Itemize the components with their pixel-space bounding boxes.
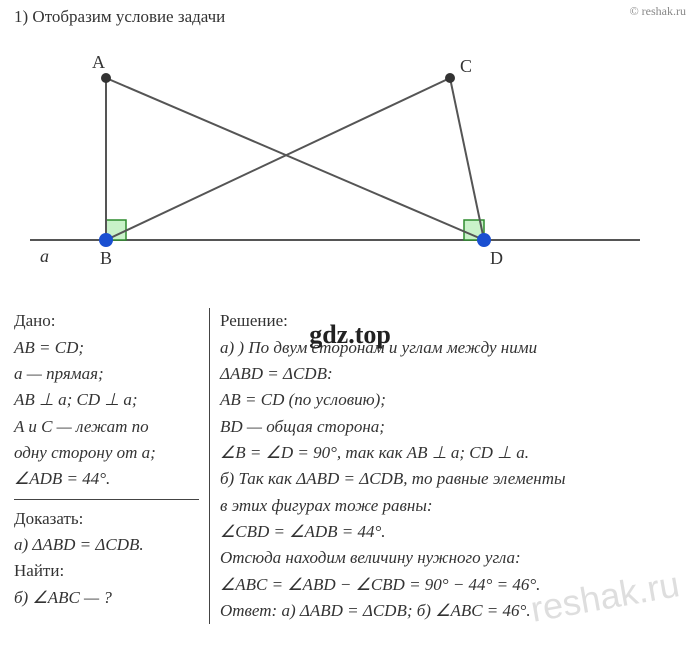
svg-text:B: B [100, 248, 112, 268]
svg-text:D: D [490, 248, 503, 268]
given-line: одну сторону от a; [14, 440, 199, 466]
given-line: ∠ADB = 44°. [14, 466, 199, 492]
solution-line: ∠ABC = ∠ABD − ∠CBD = 90° − 44° = 46°. [220, 572, 686, 598]
diagram-svg: A C B Da [0, 40, 700, 300]
solution-line: BD — общая сторона; [220, 414, 686, 440]
find-line: б) ∠ABC — ? [14, 585, 199, 611]
find-heading: Найти: [14, 558, 199, 584]
section-divider [14, 499, 199, 500]
solution-line: б) Так как ΔABD = ΔCDB, то равные элемен… [220, 466, 686, 492]
solution-line: ∠B = ∠D = 90°, так как AB ⊥ a; CD ⊥ a. [220, 440, 686, 466]
solution-line: Отсюда находим величину нужного угла: [220, 545, 686, 571]
solution-line: в этих фигурах тоже равны: [220, 493, 686, 519]
svg-text:a: a [40, 246, 49, 266]
given-line: a — прямая; [14, 361, 199, 387]
given-line: A и C — лежат по [14, 414, 199, 440]
given-line: AB ⊥ a; CD ⊥ a; [14, 387, 199, 413]
solution-line: а) ) По двум сторонам и углам между ними [220, 335, 686, 361]
prove-line: а) ΔABD = ΔCDB. [14, 532, 199, 558]
page-title: 1) Отобразим условие задачи [14, 4, 225, 30]
solution-line: ∠CBD = ∠ADB = 44°. [220, 519, 686, 545]
solution-column: Решение: а) ) По двум сторонам и углам м… [209, 308, 686, 624]
given-line: AB = CD; [14, 335, 199, 361]
solution-line: ΔABD = ΔCDB: [220, 361, 686, 387]
given-heading: Дано: [14, 308, 199, 334]
given-column: Дано: AB = CD; a — прямая; AB ⊥ a; CD ⊥ … [14, 308, 209, 624]
solution-line: AB = CD (по условию); [220, 387, 686, 413]
attribution: © reshak.ru [630, 4, 686, 30]
svg-text:A: A [92, 52, 105, 72]
watermark-center: gdz.top [309, 320, 391, 350]
prove-heading: Доказать: [14, 506, 199, 532]
solution-heading: Решение: [220, 308, 686, 334]
svg-text:C: C [460, 56, 472, 76]
geometry-diagram: A C B Da [0, 40, 700, 300]
answer-line: Ответ: а) ΔABD = ΔCDB; б) ∠ABC = 46°. [220, 598, 686, 624]
